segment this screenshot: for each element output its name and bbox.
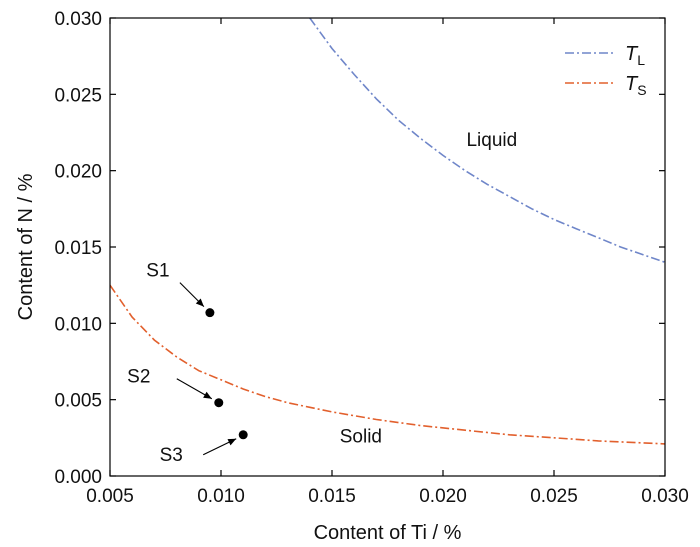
y-tick-label: 0.025 [54, 85, 102, 106]
point-arrowhead [227, 438, 237, 446]
y-tick-label: 0.030 [54, 9, 102, 30]
point-label-s1: S1 [146, 261, 169, 282]
series-line-TS [110, 284, 665, 445]
point-s1 [205, 308, 215, 318]
x-tick-label: 0.015 [308, 486, 356, 507]
x-tick-label: 0.025 [530, 486, 578, 507]
point-label-s2: S2 [127, 367, 150, 388]
x-tick-label: 0.020 [419, 486, 467, 507]
x-tick-label: 0.010 [197, 486, 245, 507]
curves-layer [110, 18, 665, 445]
sample-points: S1 S2 S3 [127, 261, 248, 466]
x-axis-title: Content of Ti / % [314, 522, 462, 544]
y-tick-label: 0.005 [54, 391, 102, 412]
x-tick-label: 0.030 [641, 486, 689, 507]
region-label-liquid: Liquid [466, 130, 517, 151]
axis-ticks: 0.005 0.010 0.015 0.020 0.025 0.0300.0000.005… [54, 9, 688, 507]
point-arrowhead [195, 298, 204, 307]
point-arrowhead [203, 391, 212, 399]
y-axis-title: Content of N / % [15, 173, 37, 320]
x-tick-label: 0.005 [86, 486, 134, 507]
y-tick-label: 0.015 [54, 238, 102, 259]
legend: TL TS [565, 43, 647, 98]
point-s3 [238, 430, 248, 440]
y-tick-label: 0.000 [54, 467, 102, 488]
point-s2 [214, 398, 224, 408]
y-tick-label: 0.010 [54, 314, 102, 335]
plot-area-frame [109, 17, 666, 477]
point-label-s3: S3 [160, 445, 183, 466]
region-labels: Liquid Solid [340, 130, 517, 447]
y-tick-label: 0.020 [54, 162, 102, 183]
legend-label: TS [625, 73, 647, 98]
region-label-solid: Solid [340, 426, 382, 447]
legend-label: TL [625, 43, 645, 68]
